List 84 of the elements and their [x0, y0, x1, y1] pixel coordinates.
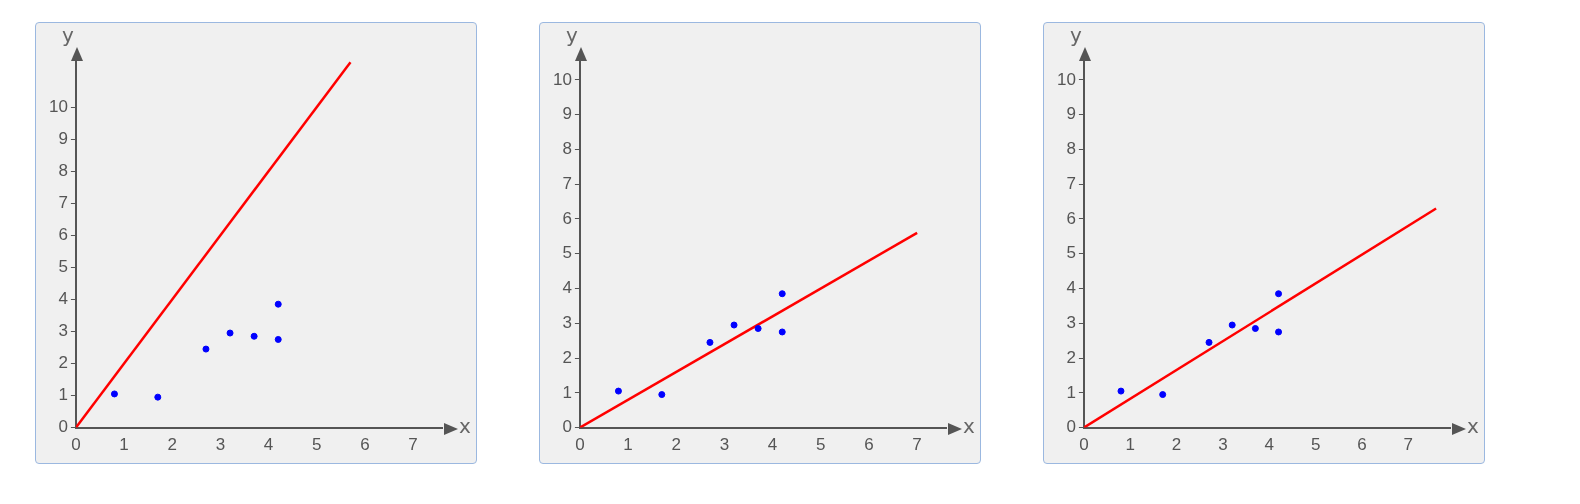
x-tick-label: 3 [215, 435, 226, 455]
point [1117, 387, 1125, 395]
point [730, 321, 738, 329]
point [706, 338, 714, 346]
point [1275, 328, 1283, 336]
point [1251, 325, 1259, 332]
x-tick-label: 0 [1079, 435, 1089, 455]
y-tick-label: 6 [1066, 208, 1076, 228]
y-tick-label: 0 [1066, 417, 1076, 437]
y-tick-label: 10 [1056, 69, 1076, 89]
x-tick-label: 7 [1403, 435, 1414, 455]
x-tick-label: 2 [671, 435, 681, 455]
y-tick-label: 9 [562, 104, 572, 124]
y-tick-label: 4 [1066, 278, 1076, 298]
point [1228, 321, 1236, 329]
point [250, 332, 258, 340]
x-tick-label: 3 [719, 435, 730, 455]
y-tick-label: 5 [562, 243, 572, 263]
point [154, 393, 162, 401]
y-tick-label: 1 [58, 385, 68, 405]
y-tick-label: 9 [1066, 104, 1076, 124]
point [274, 335, 282, 343]
x-tick-label: 5 [816, 435, 826, 455]
y-tick-label: 9 [58, 128, 68, 148]
point [1275, 290, 1283, 298]
point [110, 390, 118, 398]
point [778, 290, 786, 298]
point [754, 325, 762, 332]
x-tick-label: 1 [1125, 435, 1135, 455]
y-tick-label: 7 [58, 192, 68, 212]
y-tick-label: 10 [48, 96, 68, 116]
x-tick-label: 2 [167, 435, 177, 455]
x-tick-label: 6 [360, 435, 370, 455]
x-tick-label: 7 [912, 435, 922, 455]
y-tick-label: 5 [1066, 243, 1076, 263]
x-axis-title: x [459, 413, 471, 438]
point [274, 300, 282, 308]
y-tick-label: 6 [562, 208, 572, 228]
y-tick-label: 6 [58, 224, 68, 244]
y-tick-label: 7 [562, 173, 572, 193]
point [778, 328, 786, 336]
x-tick-label: 1 [623, 435, 633, 455]
y-tick-label: 4 [58, 289, 68, 309]
x-tick-label: 5 [1310, 435, 1321, 455]
x-tick-label: 2 [1171, 435, 1182, 455]
x-tick-label: 6 [1357, 435, 1367, 455]
x-tick-label: 4 [1264, 435, 1275, 455]
y-tick-label: 0 [58, 417, 68, 437]
x-tick-label: 6 [864, 435, 874, 455]
point [658, 391, 666, 399]
y-axis-title: y [1070, 23, 1083, 48]
x-tick-label: 0 [71, 435, 81, 455]
point [614, 387, 622, 395]
x-tick-label: 5 [312, 435, 322, 455]
y-tick-label: 4 [562, 278, 572, 298]
y-tick-label: 5 [58, 257, 68, 277]
x-tick-label: 7 [408, 435, 418, 455]
y-tick-label: 2 [1066, 347, 1076, 367]
x-tick-label: 4 [263, 435, 274, 455]
y-tick-label: 0 [562, 417, 572, 437]
point [1159, 391, 1167, 399]
y-tick-label: 3 [562, 312, 572, 332]
y-tick-label: 2 [562, 347, 572, 367]
x-tick-label: 0 [575, 435, 585, 455]
y-tick-label: 1 [1066, 382, 1076, 402]
point [226, 329, 234, 337]
x-tick-label: 1 [119, 435, 129, 455]
point [1205, 338, 1213, 346]
y-tick-label: 2 [58, 353, 68, 373]
y-axis-title: y [62, 23, 75, 48]
x-tick-label: 4 [767, 435, 778, 455]
y-tick-label: 10 [552, 69, 572, 89]
y-tick-label: 8 [58, 160, 68, 180]
y-tick-label: 8 [562, 139, 572, 159]
x-axis-title: x [1467, 413, 1479, 438]
y-tick-label: 1 [562, 382, 572, 402]
y-tick-label: 3 [1066, 312, 1076, 332]
y-tick-label: 7 [1066, 173, 1076, 193]
y-tick-label: 8 [1066, 139, 1076, 159]
y-axis-title: y [566, 23, 579, 48]
x-axis-title: x [963, 413, 975, 438]
y-tick-label: 3 [58, 321, 68, 341]
x-tick-label: 3 [1218, 435, 1228, 455]
point [202, 345, 210, 353]
